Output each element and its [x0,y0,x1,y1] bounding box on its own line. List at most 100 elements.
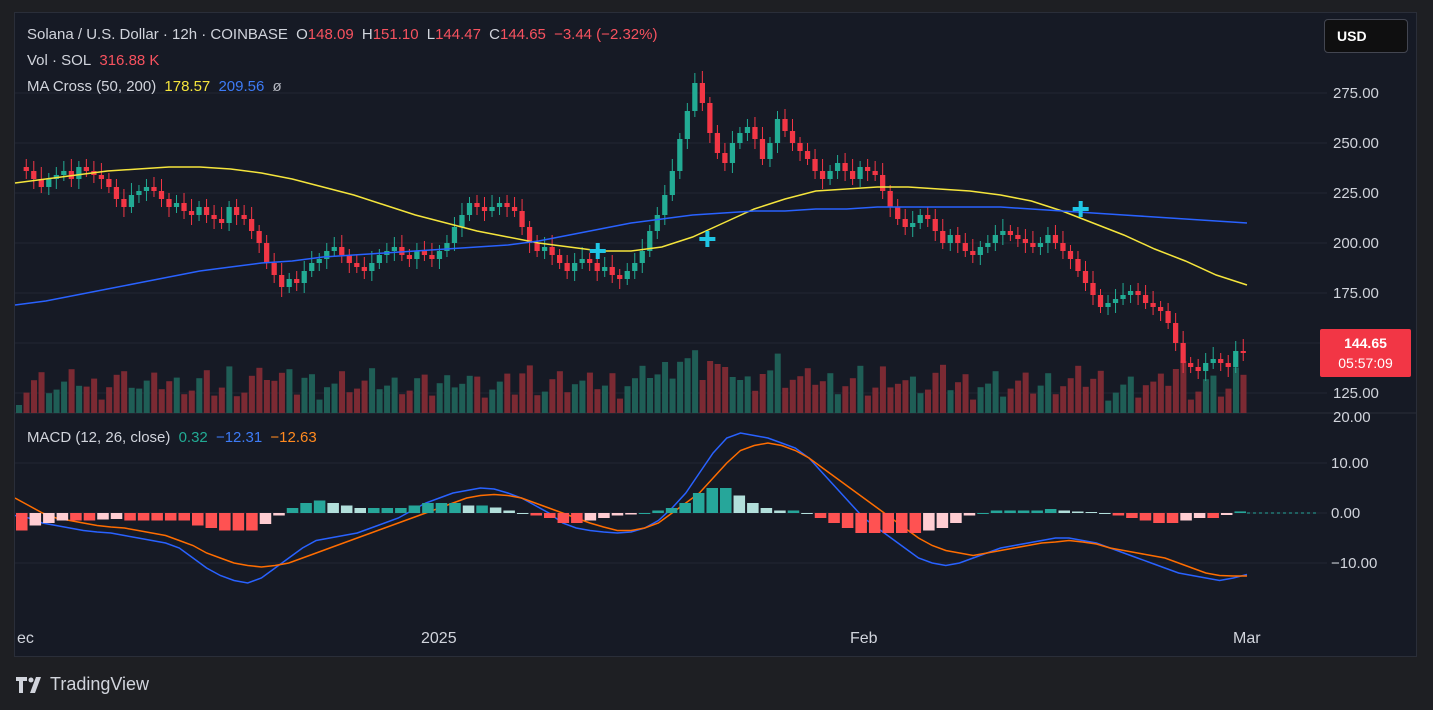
volume-bar [511,394,518,413]
macd-histogram-bar [1207,513,1219,518]
volume-legend[interactable]: Vol · SOL 316.88 K [27,52,163,70]
volume-bar [556,371,563,413]
volume-bar [834,394,841,413]
candle-body [361,267,367,271]
candle-body [376,255,382,263]
macd-histogram-bar [814,513,827,518]
candle-body [271,263,277,275]
candle-body [331,247,337,251]
macd-histogram-bar [692,493,705,513]
volume-bar [1195,391,1202,413]
candle-body [339,247,345,255]
candle-body [324,251,330,259]
macd-histogram-bar [896,513,908,533]
brand-logo[interactable]: TradingView [16,674,149,695]
volume-bar [632,378,639,413]
volume-bar [218,387,225,413]
candle-body [421,251,428,255]
candle-body [872,171,878,175]
volume-bar [864,395,871,413]
candle-body [354,263,360,267]
volume-bar [541,391,548,413]
volume-bar [759,374,766,413]
volume-bar [639,365,646,413]
volume-bar [1112,392,1119,413]
volume-bar [616,398,623,413]
macd-histogram-bar [1072,511,1084,513]
candle-body [203,207,210,215]
macd-label: MACD (12, 26, close) [27,429,171,446]
candle-body [1225,363,1231,367]
macd-histogram-bar [1085,512,1098,513]
symbol-legend[interactable]: Solana / U.S. Dollar · 12h · COINBASE O1… [27,26,661,44]
macd-histogram-bar [178,513,190,521]
candle-body [804,151,811,159]
open-label: O [296,26,308,43]
candle-body [406,255,413,259]
volume-bar [106,387,113,413]
price-tick-label: 125.00 [1333,385,1379,402]
candle-body [1105,303,1111,307]
macd-histogram-bar [1166,513,1179,523]
candle-body [113,187,120,199]
volume-bar [729,377,736,413]
high-label: H [361,26,373,43]
candle-body [609,267,615,275]
volume-bar [819,381,826,413]
candle-body [286,279,292,287]
volume-bar [782,387,789,413]
candle-body [226,207,232,223]
volume-bar [857,365,864,413]
macd-histogram-bar [83,513,96,521]
candle-body [917,215,923,223]
volume-bar [376,389,383,413]
ma-cross-marker [1072,201,1089,217]
candle-body [1233,351,1239,367]
candle-body [714,133,721,153]
candle-body [632,263,638,271]
candle-body [151,187,157,191]
chart-canvas[interactable]: 275.00250.00225.00200.00175.00150.00125.… [15,13,1417,657]
volume-bar [579,380,586,413]
candle-body [1007,231,1013,235]
volume-bar [339,371,346,413]
ma-extra-value: ø [272,78,282,95]
volume-bar [98,399,105,413]
candle-body [759,139,766,159]
macd-histogram-bar [598,513,610,518]
volume-bar [909,376,916,413]
candle-body [1075,259,1081,271]
macd-histogram-bar [706,488,718,513]
volume-bar [1067,378,1074,413]
volume-bar [46,393,53,413]
volume-bar [654,374,661,413]
volume-bar [872,387,879,413]
candle-body [925,215,931,219]
macd-histogram-bar [990,510,1003,513]
candle-body [639,251,645,263]
candle-body [1082,271,1089,283]
time-tick-label: Mar [1233,630,1261,647]
low-value: 144.47 [435,26,481,43]
candle-body [309,263,315,271]
macd-histogram-bar [503,510,515,513]
candle-body [910,223,916,227]
macd-histogram-bar [232,513,245,531]
volume-bar [534,395,541,413]
ma-slow-value: 209.56 [218,78,265,95]
ma-legend[interactable]: MA Cross (50, 200) 178.57 209.56 ø [27,78,286,96]
macd-histogram-bar [950,513,962,523]
volume-bar [406,390,413,413]
currency-button[interactable]: USD [1324,19,1408,53]
chart-frame[interactable]: 275.00250.00225.00200.00175.00150.00125.… [14,12,1417,657]
price-tick-label: 20.00 [1333,409,1371,426]
candle-body [1097,295,1104,307]
macd-legend[interactable]: MACD (12, 26, close) 0.32 −12.31 −12.63 [27,429,321,446]
volume-bar [369,368,376,413]
macd-histogram-bar [1220,513,1233,515]
volume-bar [1007,388,1014,413]
candle-body [143,187,150,191]
macd-histogram-bar [652,510,664,513]
candle-body [211,215,217,219]
candle-body [316,259,322,263]
